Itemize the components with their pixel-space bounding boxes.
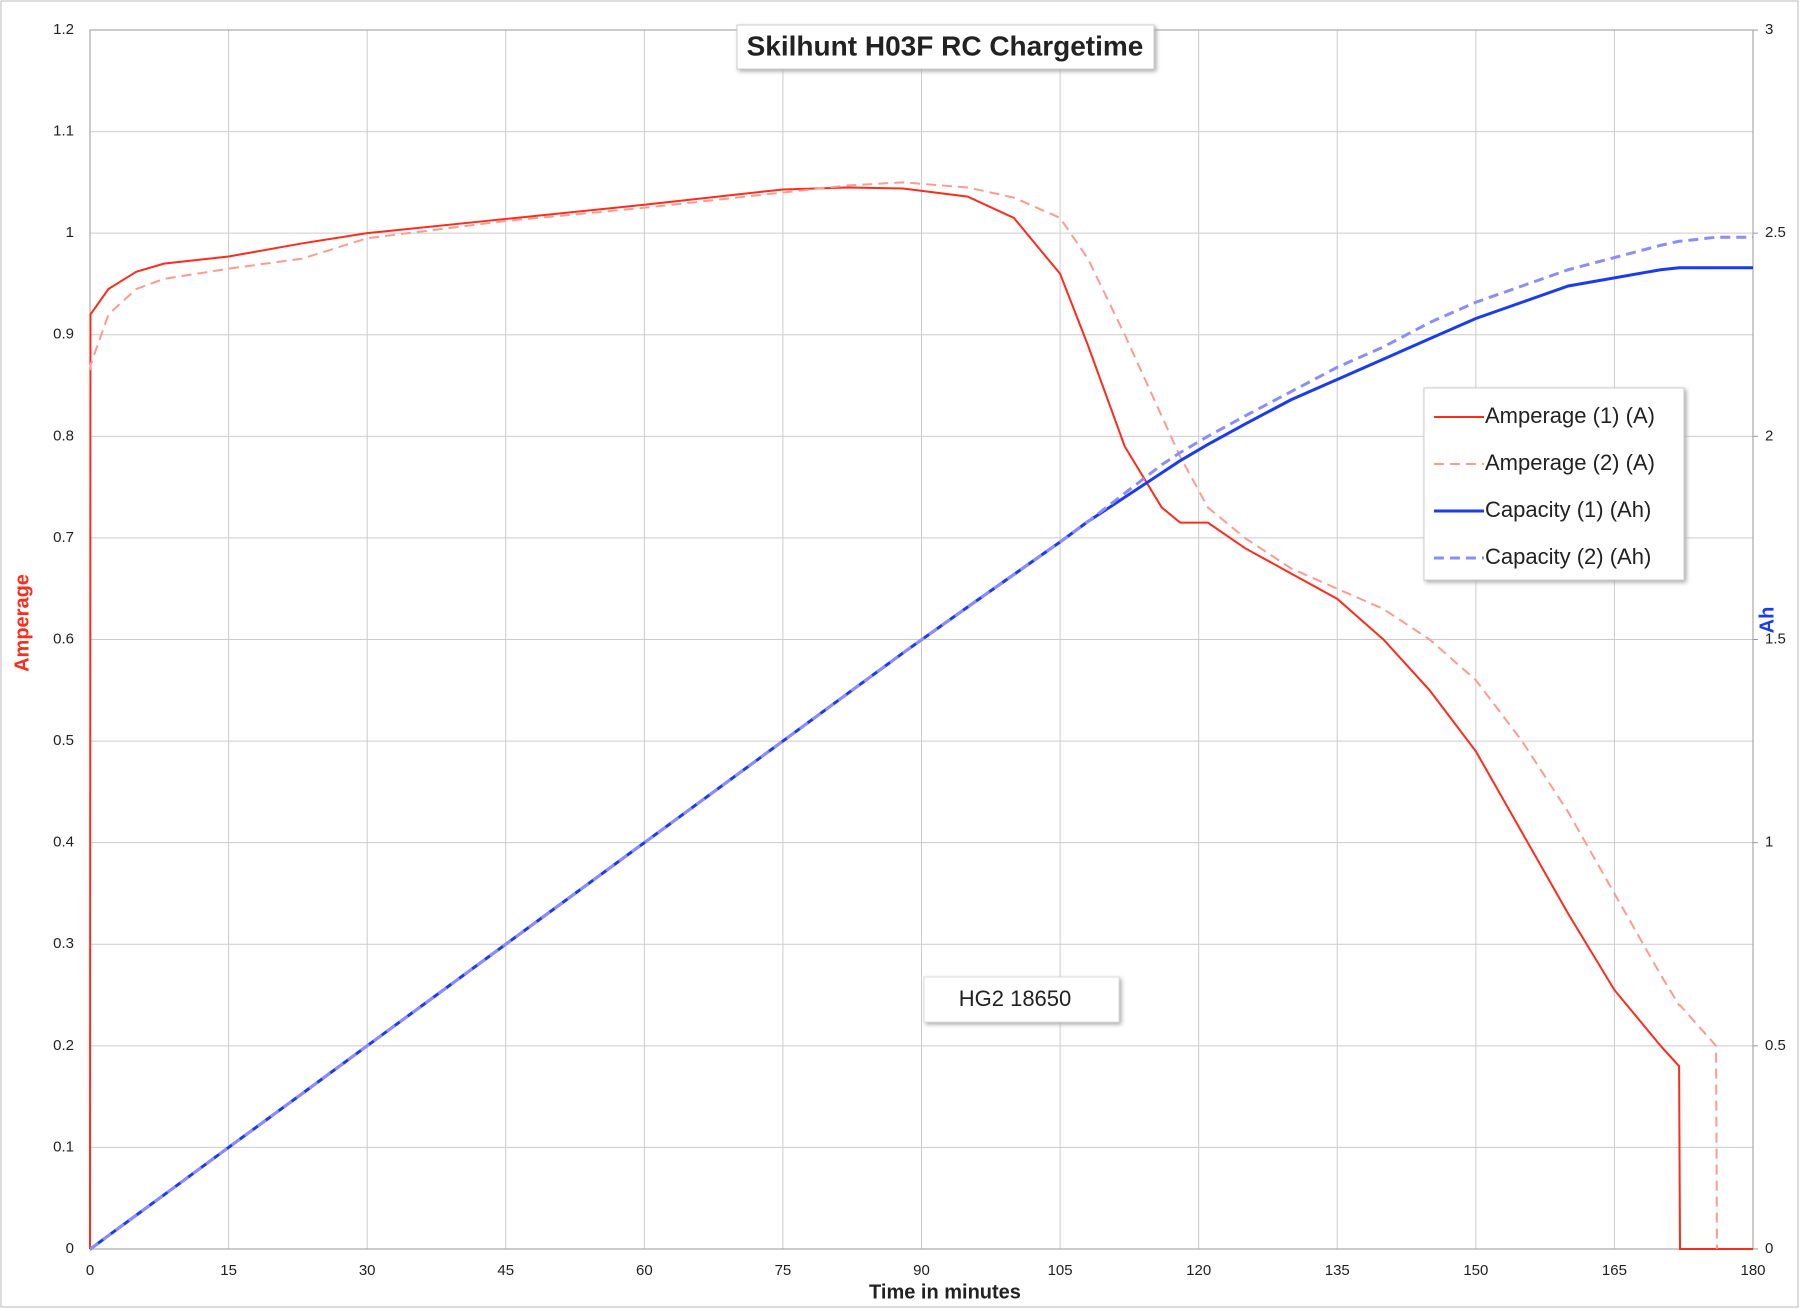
legend-label: Amperage (1) (A) [1485,403,1655,428]
x-tick-label: 30 [359,1262,376,1279]
x-tick-label: 0 [86,1262,94,1279]
y-tick-label: 1.2 [53,21,74,38]
x-tick-label: 60 [636,1262,653,1279]
legend-label: Capacity (2) (Ah) [1485,544,1651,569]
y-tick-label: 1 [66,224,74,241]
lines [89,181,1753,1251]
y-tick-label: 1.1 [53,123,74,140]
x-tick-label: 75 [775,1262,792,1279]
y-tick-label: 0.9 [53,326,74,343]
legend: Amperage (1) (A) Amperage (2) (A) Capacity… [1434,403,1655,569]
y2-tick-label: 3 [1765,21,1773,38]
y-tick-label: 0.3 [53,935,74,952]
x-tick-label: 180 [1740,1262,1765,1279]
x-axis-label: Time in minutes [869,1281,1021,1303]
y-axis-label: Amperage [11,574,33,672]
x-tick-label: 165 [1602,1262,1627,1279]
y-tick-label: 0.2 [53,1037,74,1054]
y2-tick-label: 2.5 [1765,224,1786,241]
y2-tick-label: 0 [1765,1240,1773,1257]
x-tick-label: 90 [913,1262,930,1279]
x-tick-label: 135 [1325,1262,1350,1279]
legend-box [1423,387,1685,581]
series-line [89,186,1753,1250]
y-tick-label: 0.1 [53,1138,74,1155]
y-tick-label: 0.6 [53,630,74,647]
annotation-box [923,976,1120,1023]
series-line [89,181,1718,1250]
y-tick-label: 0.8 [53,427,74,444]
x-tick-label: 15 [220,1262,237,1279]
y2-tick-label: 0.5 [1765,1037,1786,1054]
y2-tick-label: 1.5 [1765,630,1786,647]
y2-tick-label: 1 [1765,834,1773,851]
y-tick-label: 0.5 [53,732,74,749]
y2-tick-label: 2 [1765,427,1773,444]
legend-label: Capacity (1) (Ah) [1485,497,1651,522]
chart-title: Skilhunt H03F RC Chargetime [747,30,1144,61]
annotation: HG2 18650 [959,986,1072,1011]
x-tick-label: 45 [497,1262,514,1279]
y2-axis-label: Ah [1756,607,1778,634]
title-box [736,24,1155,70]
x-tick-label: 120 [1186,1262,1211,1279]
y-tick-label: 0.4 [53,834,74,851]
x-tick-label: 105 [1048,1262,1073,1279]
series-line [89,235,1753,1251]
y-tick-label: 0.7 [53,529,74,546]
legend-label: Amperage (2) (A) [1485,450,1655,475]
y-tick-label: 0 [66,1240,74,1257]
x-tick-label: 150 [1463,1262,1488,1279]
